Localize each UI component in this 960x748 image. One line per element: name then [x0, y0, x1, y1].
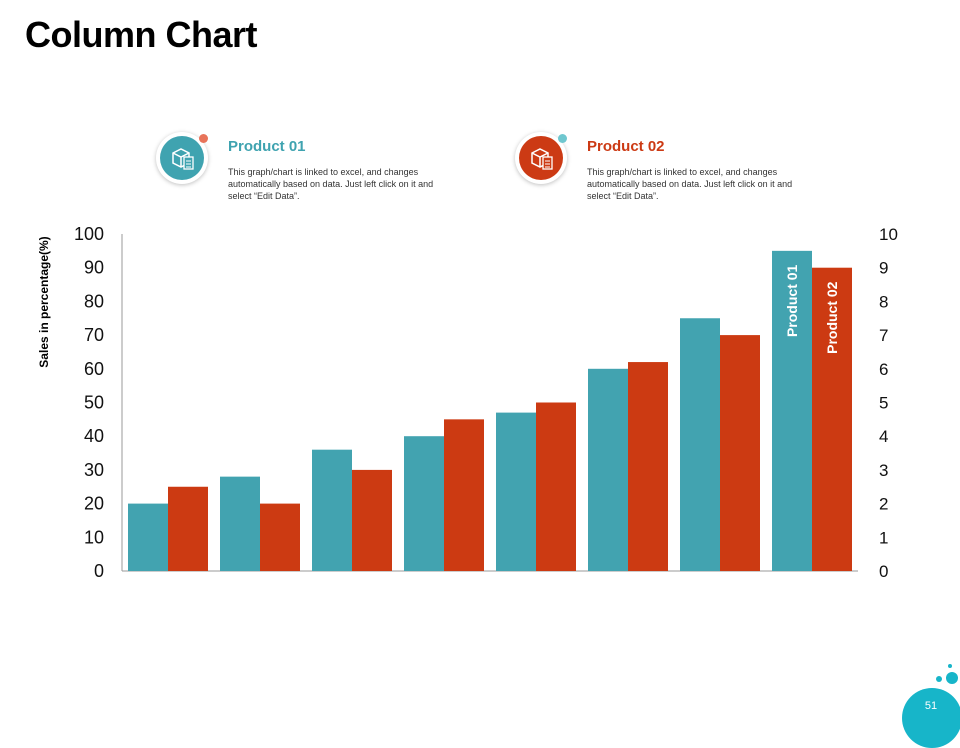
y-tick-label: 30 — [84, 460, 104, 480]
bar — [352, 469, 392, 571]
legend-icon-wrap — [156, 132, 212, 188]
bar-series-label: Product 01 — [784, 264, 800, 337]
column-chart[interactable]: 0 10 20 30 40 50 60 70 80 90 100 0 1 2 3 4 5 6 7 8 9 10 Produc… — [0, 0, 960, 720]
bar — [628, 362, 668, 571]
bar — [772, 250, 812, 571]
y-tick-label: 50 — [84, 393, 104, 413]
y-tick-label: 0 — [94, 561, 104, 581]
y2-tick-label: 8 — [879, 292, 888, 311]
decorative-dot-icon — [946, 672, 958, 684]
y2-tick-label: 10 — [879, 225, 898, 244]
y-tick-label: 40 — [84, 426, 104, 446]
y-tick-label: 70 — [84, 325, 104, 345]
legend-description: This graph/chart is linked to excel, and… — [228, 167, 434, 201]
legend-icon-wrap — [515, 132, 571, 188]
y-tick-label: 10 — [84, 527, 104, 547]
y2-tick-label: 7 — [879, 326, 888, 345]
y-tick-label: 60 — [84, 359, 104, 379]
legend-title: Product 02 — [587, 138, 665, 155]
page-number-badge — [902, 688, 960, 748]
legend-product-01: Product 01 This graph/chart is linked to… — [156, 132, 446, 212]
bar — [680, 318, 720, 571]
bar — [720, 335, 760, 571]
y2-tick-label: 0 — [879, 562, 888, 581]
package-checklist-icon — [519, 136, 563, 180]
page-number: 51 — [924, 700, 938, 712]
decorative-dot-icon — [558, 134, 567, 143]
bar — [588, 368, 628, 571]
bar — [496, 412, 536, 571]
legend-title: Product 01 — [228, 138, 306, 155]
bar — [168, 486, 208, 571]
decorative-dot-icon — [948, 664, 952, 668]
bar — [260, 503, 300, 571]
decorative-dot-icon — [199, 134, 208, 143]
bar — [444, 419, 484, 571]
package-checklist-icon — [160, 136, 204, 180]
y2-tick-label: 9 — [879, 259, 888, 278]
decorative-dot-icon — [936, 676, 942, 682]
y2-tick-label: 5 — [879, 394, 888, 413]
y2-tick-label: 4 — [879, 427, 888, 446]
y2-tick-label: 3 — [879, 461, 888, 480]
y2-tick-label: 2 — [879, 495, 888, 514]
bar — [128, 503, 168, 571]
legend-description: This graph/chart is linked to excel, and… — [587, 167, 793, 201]
y-tick-label: 100 — [74, 224, 104, 244]
y2-tick-label: 6 — [879, 360, 888, 379]
bar — [812, 267, 852, 571]
y-tick-label: 80 — [84, 291, 104, 311]
bar — [404, 436, 444, 571]
bar-series-label: Product 02 — [824, 281, 840, 354]
page-title: Column Chart — [25, 14, 258, 55]
y-tick-label: 90 — [84, 258, 104, 278]
legend-product-02: Product 02 This graph/chart is linked to… — [515, 132, 805, 212]
y2-tick-label: 1 — [879, 528, 888, 547]
y-tick-label: 20 — [84, 494, 104, 514]
bar — [312, 449, 352, 571]
bar — [220, 476, 260, 571]
bar — [536, 402, 576, 571]
